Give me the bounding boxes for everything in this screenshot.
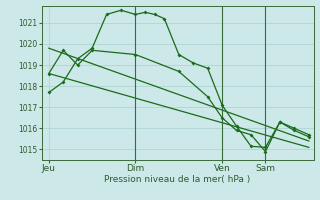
X-axis label: Pression niveau de la mer( hPa ): Pression niveau de la mer( hPa ): [104, 175, 251, 184]
